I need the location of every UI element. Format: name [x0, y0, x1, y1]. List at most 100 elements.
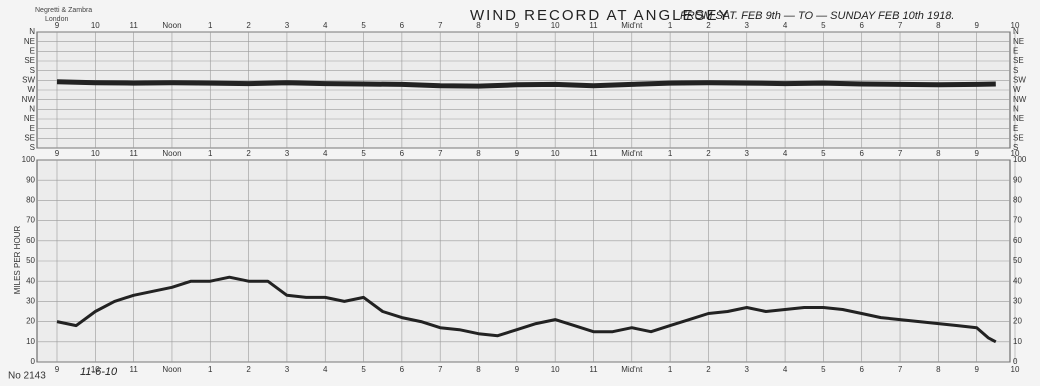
direction-tick-label: W [1013, 85, 1021, 94]
record-number: No 2143 [8, 371, 46, 382]
x-tick-label: 10 [91, 365, 100, 374]
x-tick-label: 4 [783, 365, 788, 374]
x-tick-label: 4 [783, 149, 788, 158]
x-tick-label: 2 [706, 21, 711, 30]
y-tick-label: 70 [26, 216, 35, 225]
x-tick-label: 11 [129, 21, 138, 30]
x-tick-label: 8 [936, 21, 941, 30]
x-tick-label: Noon [162, 149, 181, 158]
x-tick-label: 11 [129, 149, 138, 158]
x-tick-label: 6 [400, 365, 405, 374]
x-tick-label: 11 [589, 365, 598, 374]
x-tick-label: 9 [515, 21, 520, 30]
x-tick-label: 9 [974, 149, 979, 158]
y-tick-label: 100 [1013, 155, 1027, 164]
x-tick-label: 8 [936, 149, 941, 158]
x-tick-label: 1 [208, 365, 213, 374]
y-tick-label: 30 [1013, 297, 1022, 306]
y-tick-label: 90 [1013, 175, 1022, 184]
direction-tick-label: E [1013, 46, 1018, 55]
y-axis-label: MILES PER HOUR [13, 226, 22, 295]
x-tick-label: 1 [668, 149, 673, 158]
x-tick-label: Mid'nt [621, 365, 643, 374]
direction-tick-label: S [1013, 143, 1018, 152]
chart-subtitle: FROM SAT. FEB 9th — TO — SUNDAY FEB 10th… [680, 10, 954, 22]
direction-tick-label: N [29, 27, 35, 36]
x-tick-label: 9 [974, 365, 979, 374]
direction-tick-label: E [30, 46, 35, 55]
x-tick-label: 1 [208, 21, 213, 30]
x-tick-label: 9 [55, 365, 60, 374]
x-tick-label: 9 [55, 21, 60, 30]
x-tick-label: 4 [323, 21, 328, 30]
x-tick-label: Mid'nt [621, 149, 643, 158]
x-tick-label: 4 [783, 21, 788, 30]
y-tick-label: 0 [31, 357, 36, 366]
x-tick-label: 6 [400, 21, 405, 30]
maker: Negretti & Zambra [35, 7, 92, 14]
y-tick-label: 80 [1013, 196, 1022, 205]
x-tick-label: 2 [706, 149, 711, 158]
x-tick-label: 4 [323, 149, 328, 158]
x-tick-label: 6 [400, 149, 405, 158]
x-tick-label: 11 [129, 365, 138, 374]
x-tick-label: 9 [515, 365, 520, 374]
x-tick-label: 5 [821, 365, 826, 374]
y-tick-label: 0 [1013, 357, 1018, 366]
x-tick-label: 8 [476, 365, 481, 374]
x-tick-label: 5 [361, 149, 366, 158]
y-tick-label: 80 [26, 196, 35, 205]
x-tick-label: 7 [898, 21, 903, 30]
x-tick-label: Noon [162, 21, 181, 30]
y-tick-label: 90 [26, 175, 35, 184]
x-tick-label: 7 [438, 149, 443, 158]
direction-tick-label: NE [24, 114, 35, 123]
direction-tick-label: N [1013, 27, 1019, 36]
x-tick-label: Mid'nt [621, 21, 643, 30]
direction-trace [57, 82, 996, 86]
x-tick-label: 3 [745, 149, 750, 158]
y-tick-label: 20 [1013, 317, 1022, 326]
x-tick-label: 9 [55, 149, 60, 158]
direction-tick-label: SW [22, 75, 35, 84]
x-tick-label: 7 [898, 149, 903, 158]
x-tick-label: 8 [476, 21, 481, 30]
x-tick-label: 2 [246, 21, 251, 30]
direction-tick-label: SE [1013, 133, 1024, 142]
x-tick-label: 10 [91, 21, 100, 30]
direction-tick-label: S [1013, 66, 1018, 75]
direction-tick-label: NW [1013, 95, 1027, 104]
direction-tick-label: NW [22, 95, 36, 104]
y-tick-label: 10 [1013, 337, 1022, 346]
x-tick-label: 10 [91, 149, 100, 158]
x-tick-label: 1 [668, 21, 673, 30]
direction-tick-label: N [29, 104, 35, 113]
x-tick-label: 10 [1011, 365, 1020, 374]
x-tick-label: 3 [745, 21, 750, 30]
y-tick-label: 100 [22, 155, 36, 164]
y-tick-label: 50 [1013, 256, 1022, 265]
x-tick-label: 10 [551, 21, 560, 30]
x-tick-label: 11 [589, 149, 598, 158]
y-tick-label: 10 [26, 337, 35, 346]
direction-tick-label: SE [24, 133, 35, 142]
y-tick-label: 70 [1013, 216, 1022, 225]
x-tick-label: 8 [936, 365, 941, 374]
x-tick-label: 10 [551, 365, 560, 374]
x-tick-label: 1 [208, 149, 213, 158]
x-tick-label: 3 [285, 21, 290, 30]
x-tick-label: 6 [859, 149, 864, 158]
direction-tick-label: SE [1013, 56, 1024, 65]
x-tick-label: 11 [589, 21, 598, 30]
x-tick-label: 9 [974, 21, 979, 30]
x-tick-label: 5 [821, 149, 826, 158]
x-tick-label: Noon [162, 365, 181, 374]
x-tick-label: 5 [361, 365, 366, 374]
y-tick-label: 60 [1013, 236, 1022, 245]
x-tick-label: 7 [898, 365, 903, 374]
x-tick-label: 3 [285, 365, 290, 374]
y-tick-label: 40 [1013, 276, 1022, 285]
direction-tick-label: NE [1013, 114, 1024, 123]
x-tick-label: 7 [438, 365, 443, 374]
x-tick-label: 8 [476, 149, 481, 158]
